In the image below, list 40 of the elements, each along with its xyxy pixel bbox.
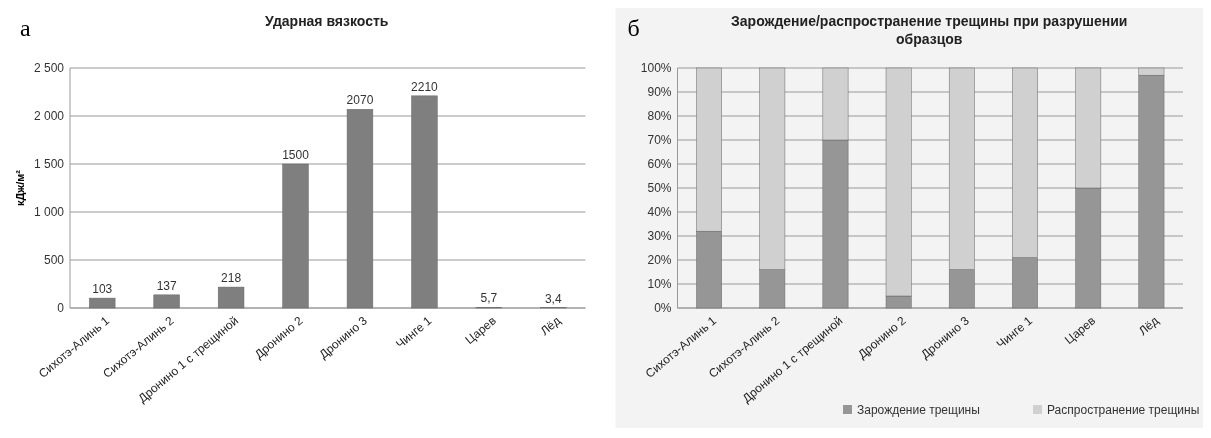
data-label: 218 <box>221 271 242 286</box>
text: б <box>627 15 640 41</box>
y-tick-label: 1 500 <box>33 157 65 172</box>
text: а <box>20 15 31 41</box>
y-tick-label: 30% <box>647 229 672 244</box>
y-tick-label: 0 <box>57 301 65 316</box>
y-tick-label: 1 000 <box>33 205 65 220</box>
bar <box>282 163 309 309</box>
y-tick-label: 500 <box>43 253 65 268</box>
x-tick-label: Лёд <box>1135 313 1162 339</box>
legend-label: Зарождение трещины <box>857 403 980 417</box>
data-label: 5,7 <box>480 291 498 306</box>
legend-label: Распространение трещины <box>1047 403 1200 417</box>
y-tick-label: 80% <box>647 109 672 124</box>
bar <box>217 286 245 309</box>
y-tick-label: 90% <box>647 85 672 100</box>
y-tick-label: 2 500 <box>33 61 65 76</box>
bar <box>411 95 438 309</box>
y-tick-label: 70% <box>647 133 672 148</box>
x-tick-label: Лёд <box>537 313 564 339</box>
y-tick-label: 60% <box>647 157 672 172</box>
bar <box>346 109 374 309</box>
data-label: 1500 <box>282 148 310 162</box>
bar <box>153 294 180 309</box>
y-tick-label: 50% <box>647 181 672 196</box>
data-label: 137 <box>156 278 177 293</box>
chart-title: Ударная вязкость <box>265 13 389 29</box>
chart-title: Зарождение/распространение трещины при разрушении образцов <box>731 13 1128 47</box>
y-tick-label: 0% <box>654 301 672 316</box>
bar <box>89 297 116 309</box>
y-tick-label: 40% <box>647 205 672 220</box>
data-label: 3,4 <box>544 291 562 306</box>
y-tick-label: 100% <box>640 61 672 76</box>
y-tick-label: 10% <box>647 277 672 292</box>
data-label: 2070 <box>346 93 374 108</box>
data-label: 103 <box>92 282 113 297</box>
y-tick-label: 2 000 <box>33 109 65 124</box>
data-label: 2210 <box>411 79 439 94</box>
y-tick-label: 20% <box>647 253 672 268</box>
y-axis-title: кДж/м² <box>14 169 26 206</box>
